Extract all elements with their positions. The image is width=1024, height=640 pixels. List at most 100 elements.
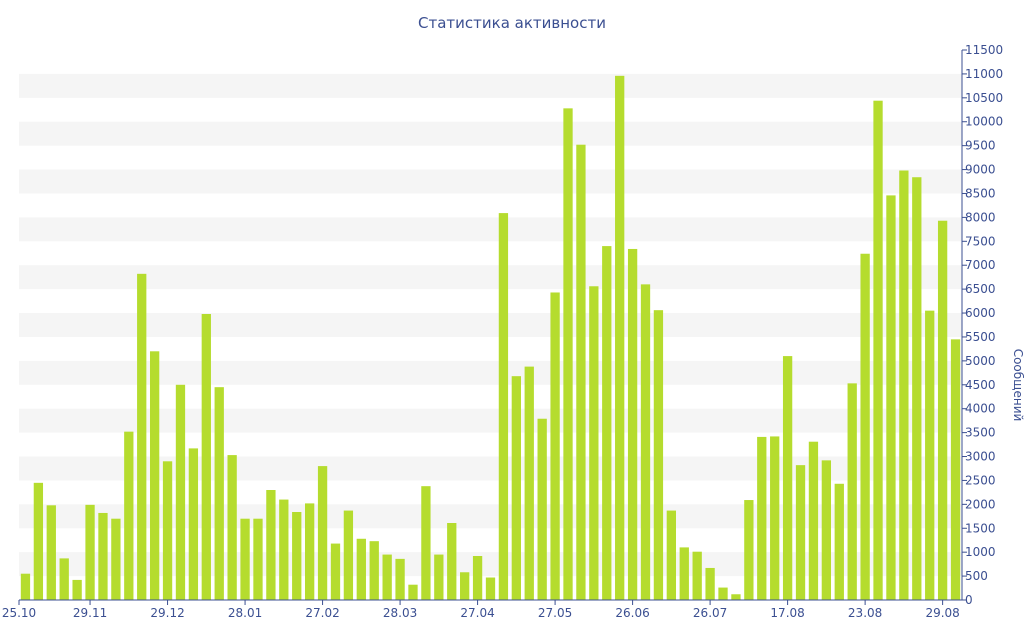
bar xyxy=(782,356,793,600)
y-tick-label: 1500 xyxy=(965,521,996,535)
bar xyxy=(214,387,224,600)
grid-band xyxy=(19,504,962,529)
x-tick-label: 25.10 xyxy=(2,606,36,620)
bar xyxy=(770,436,780,600)
bar xyxy=(201,314,211,600)
y-tick-label: 10000 xyxy=(965,115,1003,129)
grid-band xyxy=(19,169,962,194)
grid-bands xyxy=(19,73,962,577)
y-axis-ticks: 0 500 1000 1500 2000 2500 3000 3500 4000 4500 5000… xyxy=(962,43,1003,607)
bar xyxy=(744,500,754,600)
bar xyxy=(498,213,509,600)
bar xyxy=(731,594,741,600)
y-tick-label: 2000 xyxy=(965,497,996,511)
y-tick-label: 9500 xyxy=(965,139,996,153)
bar xyxy=(899,170,909,600)
bar xyxy=(317,466,328,600)
grid-band xyxy=(19,217,962,242)
grid-band xyxy=(19,456,962,481)
bar xyxy=(369,541,379,600)
bar xyxy=(950,339,961,600)
bar xyxy=(149,351,160,600)
bar xyxy=(98,512,108,600)
y-tick-label: 7500 xyxy=(965,234,996,248)
bar xyxy=(860,253,870,601)
y-tick-label: 8500 xyxy=(965,186,996,200)
x-axis-ticks: 25.10 29.11 29.12 28.01 27.02 28.03 27.04 27.05… xyxy=(2,600,960,620)
bar xyxy=(124,431,134,600)
bar xyxy=(757,436,767,600)
bar xyxy=(795,465,806,600)
bar xyxy=(305,503,315,600)
axes xyxy=(19,50,963,601)
bar xyxy=(937,220,948,601)
x-tick-label: 26.06 xyxy=(615,606,649,620)
chart-title: Статистика активности xyxy=(418,14,606,32)
bar xyxy=(46,505,56,600)
x-tick-label: 27.05 xyxy=(538,606,572,620)
bar xyxy=(395,558,405,600)
bar xyxy=(408,584,418,600)
bar xyxy=(175,384,186,600)
grid-band xyxy=(19,313,962,337)
bar xyxy=(227,455,237,600)
bar xyxy=(925,310,935,600)
y-tick-label: 8000 xyxy=(965,210,996,224)
y-tick-label: 0 xyxy=(965,593,973,607)
y-tick-label: 7000 xyxy=(965,258,996,272)
y-tick-label: 10500 xyxy=(965,91,1003,105)
grid-band xyxy=(19,552,962,577)
bar xyxy=(111,518,121,600)
grid-band xyxy=(19,265,962,290)
bar xyxy=(343,510,354,600)
bar xyxy=(85,504,95,600)
bar xyxy=(834,483,844,600)
grid-band xyxy=(19,408,962,433)
x-tick-label: 28.01 xyxy=(228,606,262,620)
bar xyxy=(59,558,69,600)
bar xyxy=(356,538,366,600)
bar xyxy=(653,310,664,600)
y-tick-label: 9000 xyxy=(965,163,996,177)
bar xyxy=(137,273,147,600)
x-tick-label: 27.04 xyxy=(460,606,494,620)
bar xyxy=(485,577,496,600)
y-axis-label: Сообщений xyxy=(1011,349,1024,422)
bar xyxy=(550,292,560,600)
x-tick-label: 23.08 xyxy=(848,606,882,620)
x-tick-label: 17.08 xyxy=(770,606,804,620)
bar xyxy=(705,567,715,600)
bar xyxy=(692,551,702,600)
bar xyxy=(447,523,457,600)
grid-band xyxy=(19,121,962,146)
y-tick-label: 6000 xyxy=(965,306,996,320)
bar xyxy=(279,499,289,600)
bar xyxy=(266,490,276,600)
y-tick-label: 1000 xyxy=(965,545,996,559)
bar xyxy=(292,512,302,600)
grid-band xyxy=(19,360,962,385)
bar xyxy=(679,547,689,600)
bar xyxy=(240,518,250,600)
bar xyxy=(72,579,82,600)
bar xyxy=(640,284,651,600)
bar xyxy=(627,248,638,600)
y-tick-label: 11500 xyxy=(965,43,1003,57)
bar xyxy=(511,376,521,600)
y-tick-label: 5500 xyxy=(965,330,996,344)
bar xyxy=(847,383,857,600)
bar xyxy=(563,108,573,600)
y-tick-label: 500 xyxy=(965,569,988,583)
x-tick-label: 29.12 xyxy=(150,606,184,620)
bar xyxy=(421,486,431,600)
grid-band xyxy=(19,73,962,98)
bar xyxy=(589,286,599,600)
bar xyxy=(537,418,547,600)
bar xyxy=(666,510,676,600)
bar xyxy=(253,518,263,600)
bar xyxy=(472,556,483,600)
bar xyxy=(382,554,392,600)
bar xyxy=(718,587,728,600)
bars xyxy=(20,75,961,601)
